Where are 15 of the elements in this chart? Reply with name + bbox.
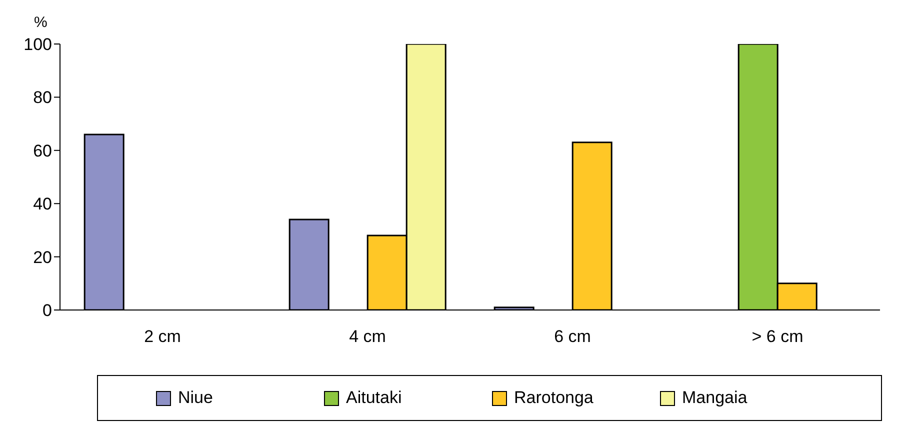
y-axis-title: %	[34, 14, 48, 31]
x-tick-label: 4 cm	[349, 327, 386, 346]
legend-label: Mangaia	[682, 388, 748, 408]
y-tick-label: 20	[33, 248, 52, 267]
x-tick-label: 2 cm	[144, 327, 181, 346]
y-tick-label: 40	[33, 194, 52, 214]
y-tick-label: 0	[42, 301, 52, 320]
legend-label: Rarotonga	[514, 388, 594, 408]
y-tick-label: 80	[33, 88, 52, 108]
y-tick-label: 100	[24, 35, 52, 54]
x-tick-label: 6 cm	[554, 327, 591, 346]
legend-label: Aitutaki	[346, 388, 402, 408]
x-tick-label: > 6 cm	[752, 327, 804, 346]
y-tick-label: 60	[33, 141, 52, 160]
legend-label: Niue	[178, 388, 213, 408]
